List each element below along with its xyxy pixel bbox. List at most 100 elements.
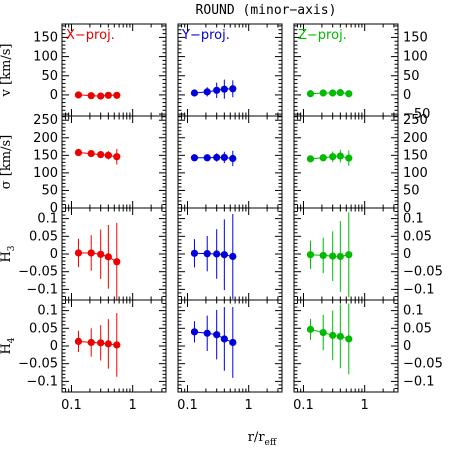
projection-label: Z−proj. [298,28,347,43]
y-tick-label-right: 100 [403,166,428,181]
y-axis-label: σ [km/s] [0,135,14,189]
data-point [306,325,315,333]
y-tick-label-right: 150 [403,148,428,163]
series-line [194,88,233,94]
y-tick-label-left: −0.05 [18,357,58,372]
data-point [113,153,121,161]
y-tick-label-left: 150 [33,148,58,163]
y-tick-label-left: 0.05 [29,321,58,336]
data-point [345,251,353,259]
series-line [310,328,349,340]
series-line [78,252,118,263]
y-tick-label-right: 50 [403,183,420,198]
y-tick-label-right: 0 [403,339,411,354]
y-tick-label-right: −0.1 [403,282,435,297]
y-tick-label-right: −0.1 [403,374,435,389]
y-axis-label-main: H [0,343,14,354]
x-tick-label: 0.1 [61,398,82,413]
series-line [194,156,233,159]
series-line [78,94,117,97]
x-tick-label: 0.1 [177,398,198,413]
y-tick-label-left: 0 [50,88,58,103]
panel-frame [177,115,283,209]
data-point [306,155,315,163]
data-point [345,90,353,98]
y-tick-label-left: 0.1 [37,304,58,319]
y-tick-label-left: 0 [50,339,58,354]
x-tick-label: 1 [129,398,137,413]
x-tick-label: 0.1 [293,398,314,413]
data-point [306,90,315,98]
y-axis-label: H4 [0,337,17,354]
y-tick-label-right: 0.1 [403,212,424,227]
projection-label: Y−proj. [181,28,230,43]
y-tick-label-left: 100 [33,166,58,181]
data-point [229,154,237,163]
y-tick-label-right: −0.05 [403,357,443,372]
x-tick-label: 1 [361,398,369,413]
y-tick-label-right: 0.1 [403,304,424,319]
y-tick-label-left: 50 [41,183,58,198]
data-point [74,91,83,99]
x-axis-label-main: r/r [248,430,266,445]
y-axis-label-main: H [0,251,14,262]
panel-frame [61,115,167,209]
y-tick-label-left: 200 [33,131,58,146]
y-tick-label-left: 100 [33,50,58,65]
y-tick-label-right: 0.05 [403,321,432,336]
series-line [78,152,117,158]
y-tick-label-right: 0.05 [403,229,432,244]
data-point [190,328,199,336]
data-point [345,154,353,162]
y-tick-label-left: −0.1 [26,282,58,297]
y-tick-label-left: 50 [41,69,58,84]
y-tick-label-right: 0 [403,201,411,216]
series-line [310,254,349,257]
data-point [229,252,237,261]
data-point [190,249,199,257]
y-tick-label-right: 0 [403,88,411,103]
y-axis-label: v [km/s] [0,44,14,98]
y-tick-label-right: 100 [403,50,428,65]
plot-area: X−proj. Y−proj. Z−proj.050100150−500501001… [0,23,443,413]
y-tick-label-left: 0 [50,247,58,262]
y-tick-label-left: 0.1 [37,212,58,227]
y-axis-label: H3 [0,245,17,262]
panel-frame [293,299,399,393]
data-point [190,89,199,97]
y-tick-label-right: 0 [403,247,411,262]
panel-frame [177,299,283,393]
x-axis-label: r/reff [248,430,277,448]
y-tick-label-left: 250 [33,113,58,128]
data-point [229,85,237,93]
y-tick-label-right: −50 [403,107,430,122]
series-line [194,331,233,343]
y-tick-label-right: 200 [403,131,428,146]
series-line [78,340,117,346]
data-point [113,341,121,349]
chart-title: ROUND (minor−axis) [196,3,337,18]
series-line [310,92,349,95]
x-axis-label-sub: eff [265,438,277,448]
y-tick-label-right: −0.05 [403,265,443,280]
y-axis-label-sub: 3 [7,245,17,251]
projection-label: X−proj. [66,28,115,43]
y-tick-label-right: 50 [403,69,420,84]
y-tick-label-right: 150 [403,30,428,45]
data-point [345,335,353,343]
y-tick-label-right: 250 [403,113,428,128]
data-point [113,91,121,99]
series-line [310,155,349,160]
y-tick-label-left: 0 [50,201,58,216]
data-point [113,258,121,266]
data-point [74,249,83,257]
data-point [229,338,237,347]
data-point [74,148,83,157]
y-axis-label-sub: 4 [7,337,17,343]
data-point [190,154,199,162]
y-tick-label-left: 150 [33,30,58,45]
series-line [194,252,233,257]
data-point [306,251,315,259]
y-tick-label-left: −0.1 [26,374,58,389]
